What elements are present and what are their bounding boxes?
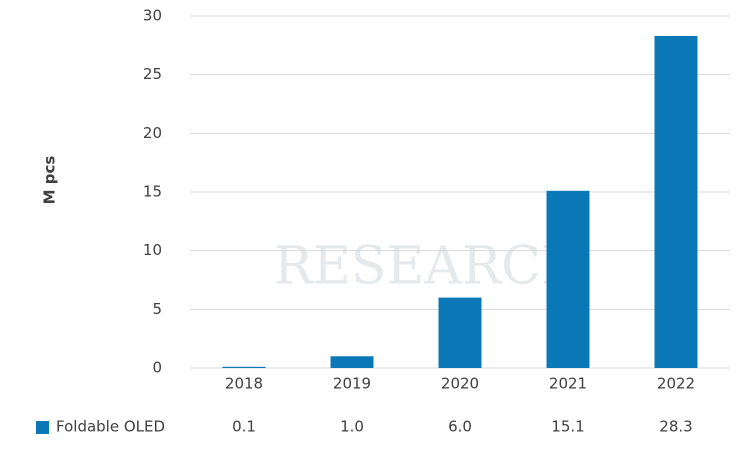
y-tick-label: 20 <box>143 124 162 142</box>
bar <box>654 35 698 369</box>
x-tick-label: 2019 <box>333 375 371 393</box>
x-tick-label: 2020 <box>441 375 479 393</box>
legend-swatch <box>36 421 49 434</box>
legend-label: Foldable OLED <box>56 418 165 436</box>
table-value: 28.3 <box>659 418 692 436</box>
y-axis-label: M pcs <box>41 156 59 205</box>
x-tick-label: 2021 <box>549 375 587 393</box>
x-tick-label: 2022 <box>657 375 695 393</box>
watermark: RESEARCH <box>274 237 587 297</box>
y-tick-label: 5 <box>152 300 162 318</box>
table-value: 1.0 <box>340 418 364 436</box>
y-tick-label: 25 <box>143 65 162 83</box>
bar <box>330 356 374 368</box>
bar <box>546 190 590 368</box>
bar <box>222 366 266 368</box>
y-tick-label: 15 <box>143 183 162 201</box>
x-tick-label: 2018 <box>225 375 263 393</box>
table-value: 0.1 <box>232 418 256 436</box>
y-tick-label: 30 <box>143 7 162 25</box>
table-value: 15.1 <box>551 418 584 436</box>
y-tick-label: 10 <box>143 241 162 259</box>
y-tick-label: 0 <box>152 359 162 377</box>
bar <box>438 297 482 368</box>
table-value: 6.0 <box>448 418 472 436</box>
